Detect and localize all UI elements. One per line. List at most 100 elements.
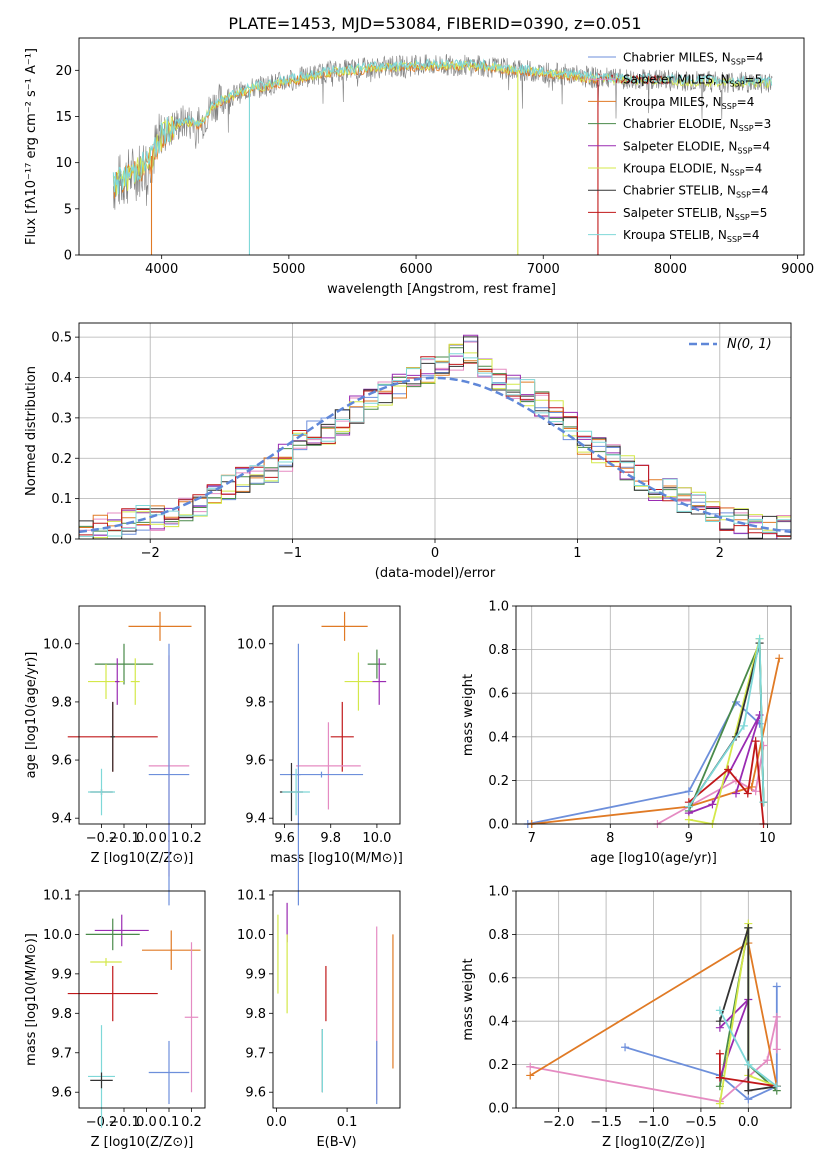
data-point-chabrier_stelib	[90, 1072, 113, 1089]
y-tick-label: 0.4	[488, 730, 509, 745]
x-axis-label: (data-model)/error	[375, 566, 496, 581]
y-tick-label: 9.7	[51, 1046, 72, 1061]
y-tick-label: 0.0	[488, 818, 509, 833]
y-tick-label: 1.0	[488, 885, 509, 900]
x-axis-label: wavelength [Angstrom, rest frame]	[327, 282, 556, 297]
axes-frame	[272, 605, 401, 825]
panel-ebv_mass: 0.0 0.1 9.6 9.7 9.8 9.9 10.0 10.1 E(B-V)	[237, 888, 401, 1150]
data-point-kroupa_miles	[142, 930, 201, 970]
weight-marker	[684, 815, 693, 824]
legend-label: Salpeter MILES, NSSP=5	[623, 73, 762, 89]
axes-frame	[78, 890, 206, 1109]
weight-marker	[715, 1073, 724, 1082]
axes-frame	[272, 890, 401, 1109]
weight-marker	[772, 1045, 781, 1054]
y-tick-label: 9.8	[51, 695, 72, 710]
data-point-chabrier_miles	[148, 1040, 190, 1105]
y-axis-label: age [log10(age/yr)]	[24, 652, 39, 779]
y-tick-label: 0.1	[51, 492, 72, 507]
data-point-salpeter_elodie	[372, 658, 387, 705]
y-tick-label: 9.4	[51, 812, 72, 827]
y-tick-label: 15	[55, 110, 72, 125]
data-point-salpeter_stelib	[67, 965, 158, 1022]
x-tick-label: −0.1	[108, 1115, 140, 1130]
panel-age_weight: 7 8 9 10 0.0 0.2 0.4 0.6 0.8 1.0 age [log10(age/yr…	[461, 600, 792, 866]
model-spectrum	[112, 60, 773, 196]
y-tick-label: 0.2	[488, 774, 509, 789]
panel-spectrum: 4000 5000 6000 7000 8000 9000 0 5 10 15 20 waveleng…	[24, 37, 814, 297]
x-tick-label: 4000	[145, 262, 178, 277]
weight-line	[656, 745, 765, 825]
y-tick-label: 9.8	[245, 1007, 266, 1022]
spectrum-lines	[112, 53, 773, 255]
x-tick-label: 0	[431, 546, 439, 561]
y-tick-label: 10.1	[237, 888, 266, 903]
x-tick-label: −1.0	[638, 1115, 670, 1130]
x-tick-label: 0.2	[181, 1115, 202, 1130]
axes-frame	[78, 605, 206, 825]
legend-label: Chabrier ELODIE, NSSP=3	[623, 117, 771, 133]
data-point-salpeter_miles	[184, 942, 199, 1093]
axes-frame	[78, 322, 792, 540]
x-tick-label: 0.0	[266, 1115, 287, 1130]
x-tick-label: 9.6	[274, 831, 295, 846]
x-tick-label: −1.5	[590, 1115, 622, 1130]
y-tick-label: 9.4	[245, 812, 266, 827]
y-tick-label: 9.6	[51, 754, 72, 769]
weight-marker	[732, 789, 740, 798]
x-tick-label: −0.5	[685, 1115, 717, 1130]
data-point-salpeter_elodie	[94, 914, 149, 947]
weight-marker	[772, 982, 781, 991]
weight-marker	[772, 1082, 781, 1091]
x-tick-label: 2	[716, 546, 724, 561]
data-point-chabrier_elodie	[85, 918, 140, 951]
weight-marker	[708, 800, 717, 809]
y-tick-label: 9.9	[51, 967, 72, 982]
y-tick-label: 10.0	[237, 928, 266, 943]
data-point-kroupa_stelib	[282, 768, 310, 816]
axes-frame	[515, 605, 792, 825]
y-tick-label: 0.0	[51, 533, 72, 548]
x-tick-label: −0.2	[86, 831, 118, 846]
x-tick-label: −0.1	[108, 831, 140, 846]
x-tick-label: 10.0	[362, 831, 391, 846]
data-point-kroupa_elodie	[130, 658, 140, 705]
x-tick-label: 9000	[781, 262, 814, 277]
legend-label: Salpeter STELIB, NSSP=5	[623, 206, 767, 222]
data-point-kroupa_miles	[128, 611, 192, 641]
panel-z_mass: −0.2−0.10.0 0.1 0.29.69.79.89.910.010.1Z […	[24, 888, 206, 1150]
x-tick-label: 10	[759, 831, 776, 846]
y-axis-label: mass weight	[461, 674, 476, 756]
x-tick-label: 0.1	[337, 1115, 358, 1130]
x-axis-label: Z [log10(Z/Z⊙)]	[602, 1135, 705, 1150]
y-tick-label: 10.0	[43, 928, 72, 943]
x-tick-label: 0.1	[159, 1115, 180, 1130]
legend-label: Salpeter ELODIE, NSSP=4	[623, 139, 770, 155]
histograms	[79, 334, 791, 539]
panel-z_weight: −2.0 −1.5 −1.0 −0.5 0.0 0.0 0.2 0.4 0.6 0.8 1.0 Z […	[461, 885, 792, 1150]
y-tick-label: 10.1	[43, 888, 72, 903]
legend-label: Kroupa MILES, NSSP=4	[623, 95, 754, 111]
weight-line	[719, 927, 777, 1092]
data-point-kroupa_stelib	[88, 768, 115, 816]
x-tick-label: 8000	[654, 262, 687, 277]
series-salpeter_stelib	[715, 1049, 781, 1091]
x-tick-label: −2.0	[543, 1115, 575, 1130]
x-tick-label: 9	[685, 831, 693, 846]
y-tick-label: 0.4	[51, 371, 72, 386]
legend-label: Chabrier MILES, NSSP=4	[623, 51, 763, 67]
data-point-salpeter_elodie	[115, 658, 120, 705]
weight-marker	[772, 1012, 781, 1021]
figure-title: PLATE=1453, MJD=53084, FIBERID=0390, z=0…	[228, 14, 641, 33]
data-point-kroupa_elodie	[90, 958, 122, 966]
weight-line	[688, 638, 765, 808]
weight-marker	[621, 1043, 630, 1052]
y-tick-label: 9.8	[51, 1007, 72, 1022]
x-tick-label: 0.0	[136, 1115, 157, 1130]
legend-label: Kroupa STELIB, NSSP=4	[623, 228, 760, 244]
y-tick-label: 10.0	[237, 637, 266, 652]
weight-marker	[744, 1095, 753, 1104]
x-tick-label: 0.2	[181, 831, 202, 846]
data-point-chabrier_miles	[279, 771, 364, 778]
y-tick-label: 9.8	[245, 695, 266, 710]
